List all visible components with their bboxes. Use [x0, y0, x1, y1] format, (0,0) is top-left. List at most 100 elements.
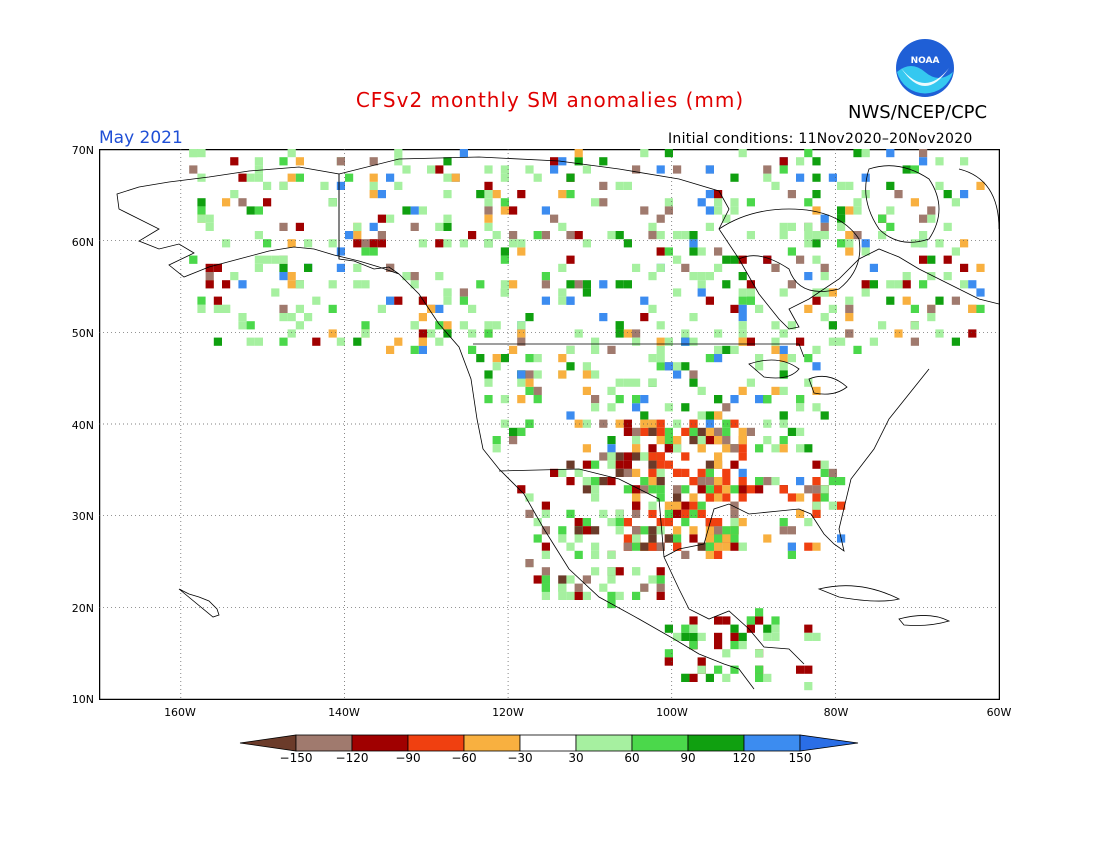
anomaly-cell: [492, 362, 501, 371]
anomaly-cell: [517, 239, 526, 248]
anomaly-cell: [353, 239, 362, 248]
anomaly-cell: [935, 329, 944, 338]
anomaly-cell: [722, 526, 731, 535]
anomaly-cell: [673, 534, 682, 543]
anomaly-cell: [582, 485, 591, 494]
anomaly-cell: [828, 501, 837, 510]
anomaly-cell: [591, 370, 600, 379]
anomaly-cell: [673, 444, 682, 453]
anomaly-cell: [722, 419, 731, 428]
anomaly-cell: [632, 591, 641, 600]
anomaly-cell: [943, 222, 952, 231]
anomaly-cell: [517, 485, 526, 494]
anomaly-cell: [796, 509, 805, 518]
anomaly-cell: [869, 280, 878, 289]
anomaly-cell: [976, 263, 985, 272]
anomaly-cell: [623, 329, 632, 338]
anomaly-cell: [722, 485, 731, 494]
anomaly-cell: [673, 485, 682, 494]
anomaly-cell: [197, 206, 206, 215]
anomaly-cell: [697, 288, 706, 297]
anomaly-cell: [632, 534, 641, 543]
anomaly-cell: [623, 239, 632, 248]
anomaly-cell: [205, 222, 214, 231]
anomaly-cell: [615, 591, 624, 600]
anomaly-cell: [935, 296, 944, 305]
anomaly-cell: [648, 460, 657, 469]
anomaly-cell: [541, 231, 550, 240]
anomaly-cell: [697, 477, 706, 486]
anomaly-cell: [705, 272, 714, 281]
anomaly-cell: [345, 231, 354, 240]
anomaly-cell: [205, 272, 214, 281]
anomaly-cell: [287, 272, 296, 281]
anomaly-cell: [664, 247, 673, 256]
anomaly-cell: [861, 173, 870, 182]
anomaly-cell: [820, 288, 829, 297]
anomaly-cell: [623, 485, 632, 494]
anomaly-cell: [886, 206, 895, 215]
anomaly-cell: [607, 550, 616, 559]
anomaly-cell: [722, 534, 731, 543]
anomaly-cell: [902, 296, 911, 305]
anomaly-cell: [820, 313, 829, 322]
anomaly-cell: [336, 157, 345, 166]
anomaly-cell: [591, 526, 600, 535]
anomaly-cell: [500, 165, 509, 174]
anomaly-cell: [714, 526, 723, 535]
anomaly-cell: [287, 173, 296, 182]
anomaly-cell: [771, 345, 780, 354]
anomaly-cell: [640, 583, 649, 592]
anomaly-cell: [722, 280, 731, 289]
anomaly-cell: [623, 378, 632, 387]
anomaly-cell: [484, 181, 493, 190]
anomaly-cell: [681, 337, 690, 346]
anomaly-cell: [558, 370, 567, 379]
anomaly-cell: [287, 239, 296, 248]
anomaly-cell: [525, 493, 534, 502]
anomaly-cell: [804, 665, 813, 674]
anomaly-cell: [246, 321, 255, 330]
anomaly-cell: [689, 313, 698, 322]
anomaly-cell: [361, 280, 370, 289]
anomaly-cell: [566, 460, 575, 469]
anomaly-cell: [714, 395, 723, 404]
anomaly-cell: [689, 337, 698, 346]
anomaly-cell: [230, 190, 239, 199]
anomaly-cell: [377, 239, 386, 248]
anomaly-cell: [681, 509, 690, 518]
anomaly-cell: [287, 280, 296, 289]
anomaly-cell: [213, 337, 222, 346]
anomaly-cell: [566, 477, 575, 486]
anomaly-cell: [238, 280, 247, 289]
anomaly-cell: [238, 321, 247, 330]
anomaly-cell: [558, 534, 567, 543]
anomaly-cell: [484, 370, 493, 379]
anomaly-cell: [943, 190, 952, 199]
anomaly-cell: [648, 222, 657, 231]
lon-tick-100w: 100W: [656, 706, 688, 719]
anomaly-cell: [525, 370, 534, 379]
anomaly-cell: [812, 386, 821, 395]
anomaly-cell: [738, 542, 747, 551]
lat-tick-10n: 10N: [71, 693, 94, 706]
anomaly-cell: [689, 641, 698, 650]
anomaly-cell: [730, 534, 739, 543]
colorbar-label: 120: [732, 751, 756, 765]
anomaly-cell: [812, 173, 821, 182]
anomaly-cell: [238, 173, 247, 182]
anomaly-cell: [927, 313, 936, 322]
anomaly-cell: [574, 583, 583, 592]
anomaly-cell: [656, 575, 665, 584]
anomaly-cell: [738, 444, 747, 453]
anomaly-cell: [722, 493, 731, 502]
anomaly-cell: [459, 239, 468, 248]
anomaly-cell: [648, 452, 657, 461]
anomaly-cell: [459, 149, 468, 158]
anomaly-cell: [623, 280, 632, 289]
anomaly-cell: [533, 173, 542, 182]
anomaly-cell: [541, 280, 550, 289]
anomaly-cell: [820, 263, 829, 272]
anomaly-cell: [566, 591, 575, 600]
anomaly-cell: [615, 509, 624, 518]
